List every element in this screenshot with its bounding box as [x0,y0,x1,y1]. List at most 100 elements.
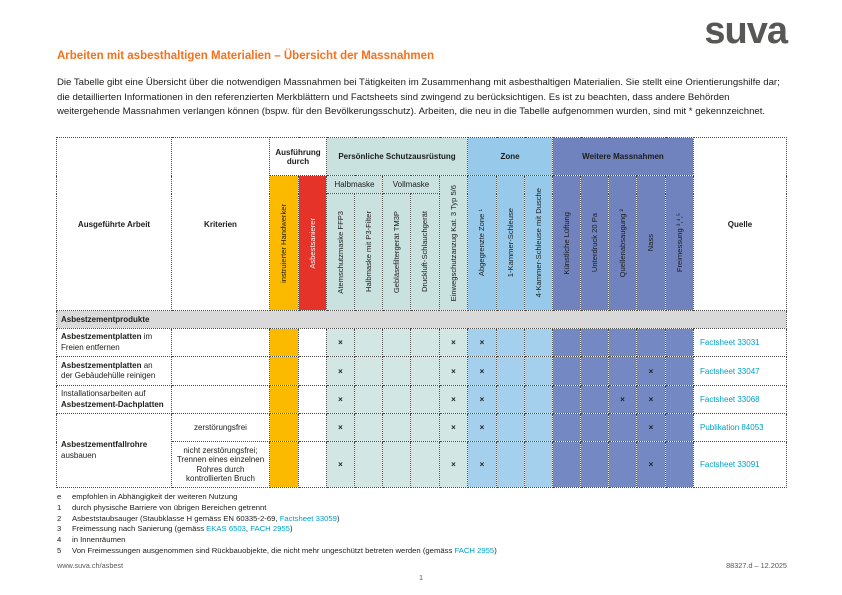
arbeit-text: an der Gebäudehülle reinigen [61,360,156,381]
footnote-text: Von Freimessungen ausgenommen sind Rückb… [72,546,789,557]
mark-schleuse1 [496,441,525,488]
mark-abgegrenzt: × [467,356,497,386]
footnote-marker: 1 [57,502,62,512]
rotated-label: 1-Kammer-Schleuse [505,208,515,278]
section-header-asbestzementprodukte: Asbestzementprodukte [56,310,787,329]
footnote-2: 2 Asbeststaubsauger (Staubklasse H gemäs… [57,514,789,525]
mark-abgegrenzt: × [467,328,497,357]
mark-lueftung [552,413,581,442]
rotated-label: Druckluft-Schlauchgerät [420,211,430,293]
mark-absaugung [608,356,637,386]
footnote-link[interactable]: EKAS 6503 [206,524,246,534]
footnote-text: durch physische Barriere von übrigen Ber… [72,502,267,512]
kriterien-cell [171,385,270,414]
footnote-link[interactable]: Factsheet 33059 [279,513,337,523]
rotated-label: Nass [646,234,656,252]
arbeit-text-bold: Asbestzementplatten [61,360,142,370]
footnote-marker: 2 [57,513,62,523]
handwerker-cell [269,385,299,414]
col-header-p3-filter: Halbmaske mit P3-Filter [354,193,383,311]
col-header-quelle: Quelle [693,137,787,311]
footnote-1: 1 durch physische Barriere von übrigen B… [57,503,789,514]
col-header-kriterien: Kriterien [171,137,270,311]
footnote-marker: 5 [57,545,62,555]
footer-url[interactable]: www.suva.ch/asbest [57,561,124,570]
arbeit-text-bold: Asbestzement-Dachplatten [61,399,164,409]
footnote-link[interactable]: FACH 2955 [250,524,290,534]
handwerker-cell [269,441,299,488]
mark-tm3p [382,441,411,488]
mark-druckluft [410,441,440,488]
mark-unterdruck [580,356,609,386]
mark-nass: × [636,441,666,488]
col-header-4-kammer-schleuse: 4-Kammer-Schleuse mit Dusche [524,175,553,311]
quelle-link[interactable]: Factsheet 33031 [700,338,760,347]
footer-page-number: 1 [418,573,424,582]
arbeit-text-bold: Asbestzementplatten [61,332,142,341]
table-row: Asbestzementplatten an der Gebäudehülle … [56,356,787,386]
col-header-1-kammer-schleuse: 1-Kammer-Schleuse [496,175,525,311]
rotated-label: Halbmaske mit P3-Filter [363,211,373,293]
mark-ffp3: × [326,413,355,442]
col-header-asbestsanierer: Asbestsanierer [298,175,327,311]
mark-lueftung [552,441,581,488]
mark-ffp3: × [326,328,355,357]
quelle-link[interactable]: Factsheet 33068 [700,395,760,404]
sanierer-cell [298,413,327,442]
mark-einweg: × [439,328,468,357]
table-row: Asbestzementfallrohre ausbauen zerstörun… [56,413,787,488]
mark-schleuse4 [524,385,553,414]
mark-absaugung: × [608,385,637,414]
mark-tm3p [382,328,411,357]
handwerker-cell [269,356,299,386]
mark-freimessung [665,441,694,488]
mark-absaugung [608,328,637,357]
rotated-label: Quellenabsaugung ² [617,208,627,278]
footnote-e: e empfohlen in Abhängigkeit der weiteren… [57,492,789,503]
mark-schleuse4 [524,356,553,386]
kriterien-cell [171,328,270,357]
sanierer-cell [298,385,327,414]
col-header-instruierter-handwerker: instruierter Handwerker [269,175,299,311]
arbeit-cell: Asbestzementplatten im Freien entfernen [56,328,172,357]
kriterien-cell: zerstörungsfrei [171,413,270,442]
mark-druckluft [410,328,440,357]
footnote-3: 3 Freimessung nach Sanierung (gemäss EKA… [57,524,789,535]
intro-paragraph: Die Tabelle gibt eine Übersicht über die… [57,77,780,117]
rotated-label: Freimessung ³,⁴,⁵ [674,213,684,273]
mark-einweg: × [439,385,468,414]
mark-p3filter [354,441,383,488]
mark-ffp3: × [326,385,355,414]
quelle-link[interactable]: Publikation 84053 [700,423,764,432]
quelle-cell: Factsheet 33031 [693,328,787,357]
col-header-abgegrenzte-zone: Abgegrenzte Zone ¹ [467,175,497,311]
mark-absaugung [608,413,637,442]
kriterien-cell [171,356,270,386]
mark-unterdruck [580,441,609,488]
footnote-segment: Von Freimessungen ausgenommen sind Rückb… [72,545,455,555]
mark-abgegrenzt: × [467,385,497,414]
mark-abgegrenzt: × [467,413,497,442]
table-row: Asbestzementplatten im Freien entfernen … [56,328,787,357]
arbeit-text: ausbauen [61,450,97,460]
mark-unterdruck [580,328,609,357]
mark-tm3p [382,356,411,386]
mark-ffp3: × [326,356,355,386]
arbeit-cell: Asbestzementplatten an der Gebäudehülle … [56,356,172,386]
mark-p3filter [354,328,383,357]
rotated-label: Abgegrenzte Zone ¹ [477,209,487,277]
mark-einweg: × [439,413,468,442]
mark-lueftung [552,356,581,386]
quelle-link[interactable]: Factsheet 33047 [700,366,760,376]
mark-schleuse1 [496,385,525,414]
quelle-link[interactable]: Factsheet 33091 [700,460,760,469]
mark-freimessung [665,385,694,414]
mark-p3filter [354,356,383,386]
footnote-link[interactable]: FACH 2955 [454,545,495,555]
suva-logo: suva [704,10,788,52]
quelle-cell: Factsheet 33068 [693,385,787,414]
mark-absaugung [608,441,637,488]
mark-p3filter [354,413,383,442]
footnote-segment: Freimessung nach Sanierung (gemäss [72,524,207,534]
